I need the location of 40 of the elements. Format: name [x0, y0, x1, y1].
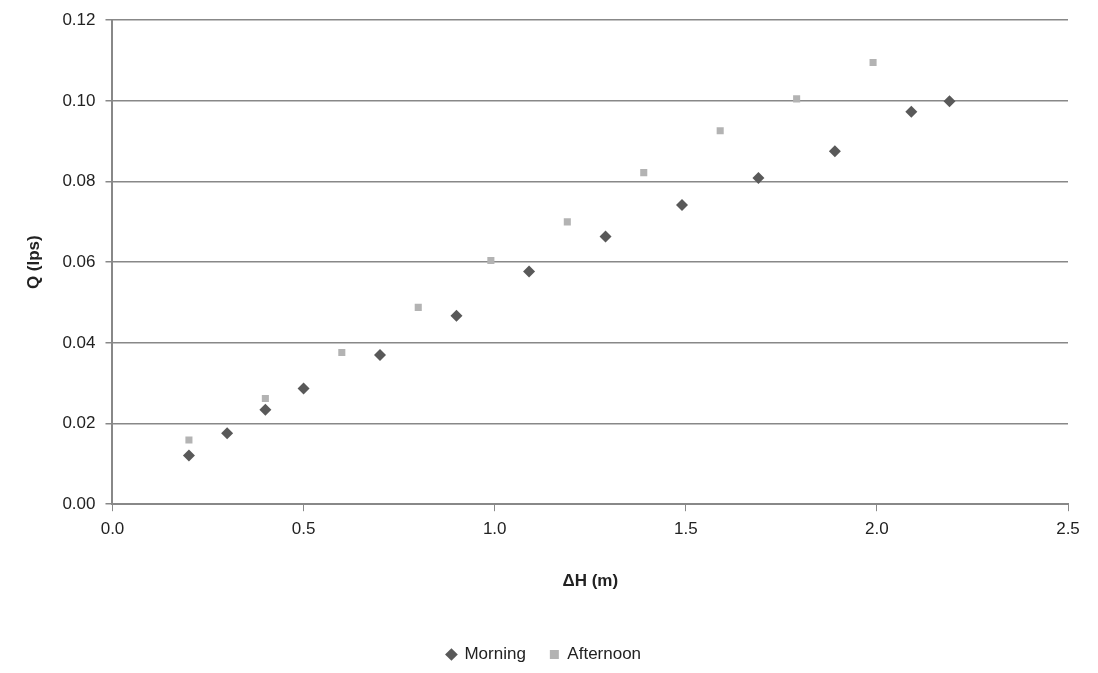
point [185, 436, 193, 444]
point [374, 348, 387, 361]
point [297, 382, 310, 395]
point [182, 449, 195, 462]
y-tick-label: 0.12 [62, 9, 96, 29]
y-tick-label: 0.10 [62, 90, 96, 110]
point [828, 145, 841, 158]
point [259, 403, 272, 416]
point [599, 230, 612, 243]
point [523, 265, 536, 278]
point [640, 169, 648, 177]
x-axis-title: ΔH (m) [562, 571, 619, 591]
y-axis-title: Q (lps) [23, 235, 43, 290]
y-tick-label: 0.04 [62, 332, 96, 352]
x-tick-label: 0.5 [291, 519, 316, 539]
point [716, 127, 724, 135]
legend-label: Afternoon [567, 644, 642, 664]
point [905, 105, 918, 118]
point [869, 59, 877, 67]
y-tick-label: 0.06 [62, 251, 96, 271]
point [943, 95, 956, 108]
point [487, 257, 495, 265]
x-tick-label: 2.0 [865, 519, 889, 539]
y-tick-label: 0.08 [62, 171, 96, 191]
x-tick-label: 1.0 [482, 519, 507, 539]
point [793, 95, 801, 103]
point [261, 394, 269, 403]
point [752, 171, 765, 184]
point [450, 309, 463, 322]
x-tick-label: 0.0 [100, 519, 125, 539]
point [338, 349, 346, 357]
point [675, 198, 688, 211]
point [563, 218, 571, 226]
x-tick-label: 1.5 [673, 519, 698, 539]
point [414, 303, 422, 311]
point [221, 427, 234, 440]
x-tick-label: 2.5 [1056, 519, 1080, 539]
legend-label: Morning [464, 644, 526, 664]
y-tick-label: 0.00 [62, 493, 96, 513]
y-tick-label: 0.02 [62, 413, 96, 433]
